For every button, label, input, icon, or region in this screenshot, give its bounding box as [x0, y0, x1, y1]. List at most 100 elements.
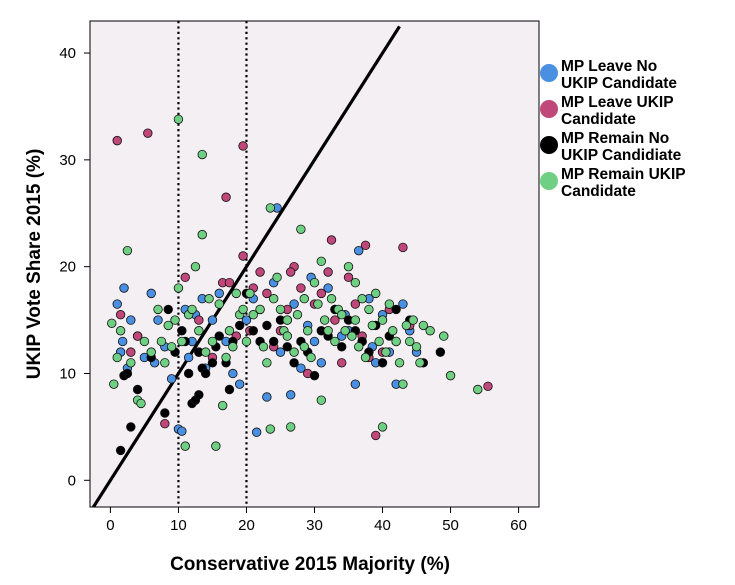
scatter-point — [275, 347, 286, 357]
legend-marker — [540, 172, 558, 190]
scatter-point — [282, 331, 292, 341]
scatter-point — [177, 426, 187, 436]
scatter-point — [194, 315, 204, 325]
scatter-point — [292, 310, 303, 320]
scatter-point — [435, 347, 446, 357]
scatter-point — [316, 358, 327, 368]
x-tick-label: 30 — [306, 517, 323, 534]
legend-marker — [540, 136, 558, 154]
scatter-point — [115, 326, 126, 336]
scatter-point — [296, 363, 306, 373]
scatter-point — [221, 192, 231, 202]
scatter-point — [170, 315, 180, 325]
scatter-point — [119, 283, 129, 293]
x-axis: 0 10 20 30 40 50 60 — [106, 507, 527, 534]
scatter-point — [107, 318, 117, 328]
scatter-point — [204, 294, 214, 304]
y-axis: 0 10 20 30 40 — [59, 45, 90, 489]
scatter-point — [231, 288, 241, 299]
scatter-point — [337, 342, 347, 352]
scatter-point — [411, 342, 422, 352]
scatter-point — [146, 288, 156, 299]
scatter-point — [262, 320, 272, 331]
scatter-point — [316, 256, 327, 267]
scatter-point — [143, 128, 153, 138]
scatter-point — [483, 381, 493, 392]
scatter-point — [248, 310, 258, 320]
scatter-point — [173, 283, 184, 293]
scatter-point — [248, 326, 258, 336]
x-tick-label: 50 — [442, 517, 459, 534]
scatter-point — [388, 326, 398, 336]
scatter-point — [180, 272, 190, 283]
scatter-point — [262, 288, 272, 299]
scatter-point — [238, 141, 248, 151]
scatter-point — [217, 400, 228, 411]
scatter-point — [337, 310, 347, 320]
scatter-point — [200, 368, 211, 379]
scatter-point — [371, 288, 381, 299]
scatter-point — [350, 277, 361, 288]
scatter-point — [228, 368, 238, 379]
y-tick-label: 0 — [68, 472, 76, 489]
y-tick-label: 30 — [59, 152, 76, 169]
scatter-point — [289, 358, 299, 368]
diagonal-reference-line — [92, 25, 401, 507]
scatter-point — [126, 422, 136, 432]
x-tick-label: 20 — [238, 517, 255, 534]
scatter-point — [153, 315, 163, 325]
scatter-point — [163, 304, 173, 315]
y-tick-label: 10 — [59, 365, 76, 382]
scatter-point — [398, 242, 408, 253]
scatter-point — [405, 336, 415, 347]
scatter-point — [258, 342, 269, 352]
x-tick-label: 40 — [374, 517, 391, 534]
scatter-point — [415, 358, 425, 368]
scatter-point — [214, 299, 224, 309]
scatter-point — [357, 294, 367, 304]
scatter-point — [323, 267, 333, 277]
scatter-point — [117, 336, 128, 347]
scatter-point — [126, 347, 136, 357]
scatter-point — [377, 315, 388, 325]
scatter-point — [245, 288, 255, 299]
legend-label: UKIP Candidate — [561, 75, 677, 92]
data-points — [107, 114, 493, 456]
x-tick-label: 10 — [170, 517, 187, 534]
scatter-point — [194, 390, 204, 400]
scatter-point — [139, 336, 150, 347]
scatter-point — [418, 320, 429, 331]
scatter-point — [439, 331, 449, 341]
scatter-point — [251, 427, 262, 437]
scatter-point — [224, 326, 235, 336]
scatter-point — [275, 304, 286, 315]
scatter-point — [285, 422, 296, 432]
series-4-points — [107, 114, 483, 451]
scatter-point — [132, 331, 143, 341]
scatter-point — [445, 370, 456, 381]
scatter-point — [136, 398, 146, 409]
x-tick-label: 60 — [510, 517, 527, 534]
scatter-point — [268, 336, 279, 347]
scatter-point — [200, 347, 211, 357]
scatter-point — [285, 267, 296, 277]
scatter-point — [343, 261, 354, 272]
scatter-point — [309, 336, 320, 347]
scatter-point — [337, 358, 347, 368]
scatter-point — [394, 358, 405, 368]
scatter-point — [234, 320, 245, 331]
scatter-point — [265, 424, 275, 434]
scatter-point — [112, 135, 122, 146]
scatter-point — [238, 251, 248, 261]
scatter-point — [282, 342, 292, 352]
scatter-point — [224, 277, 235, 288]
scatter-point — [309, 277, 320, 288]
scatter-point — [323, 283, 333, 293]
scatter-point — [316, 288, 327, 299]
scatter-point — [367, 320, 378, 331]
